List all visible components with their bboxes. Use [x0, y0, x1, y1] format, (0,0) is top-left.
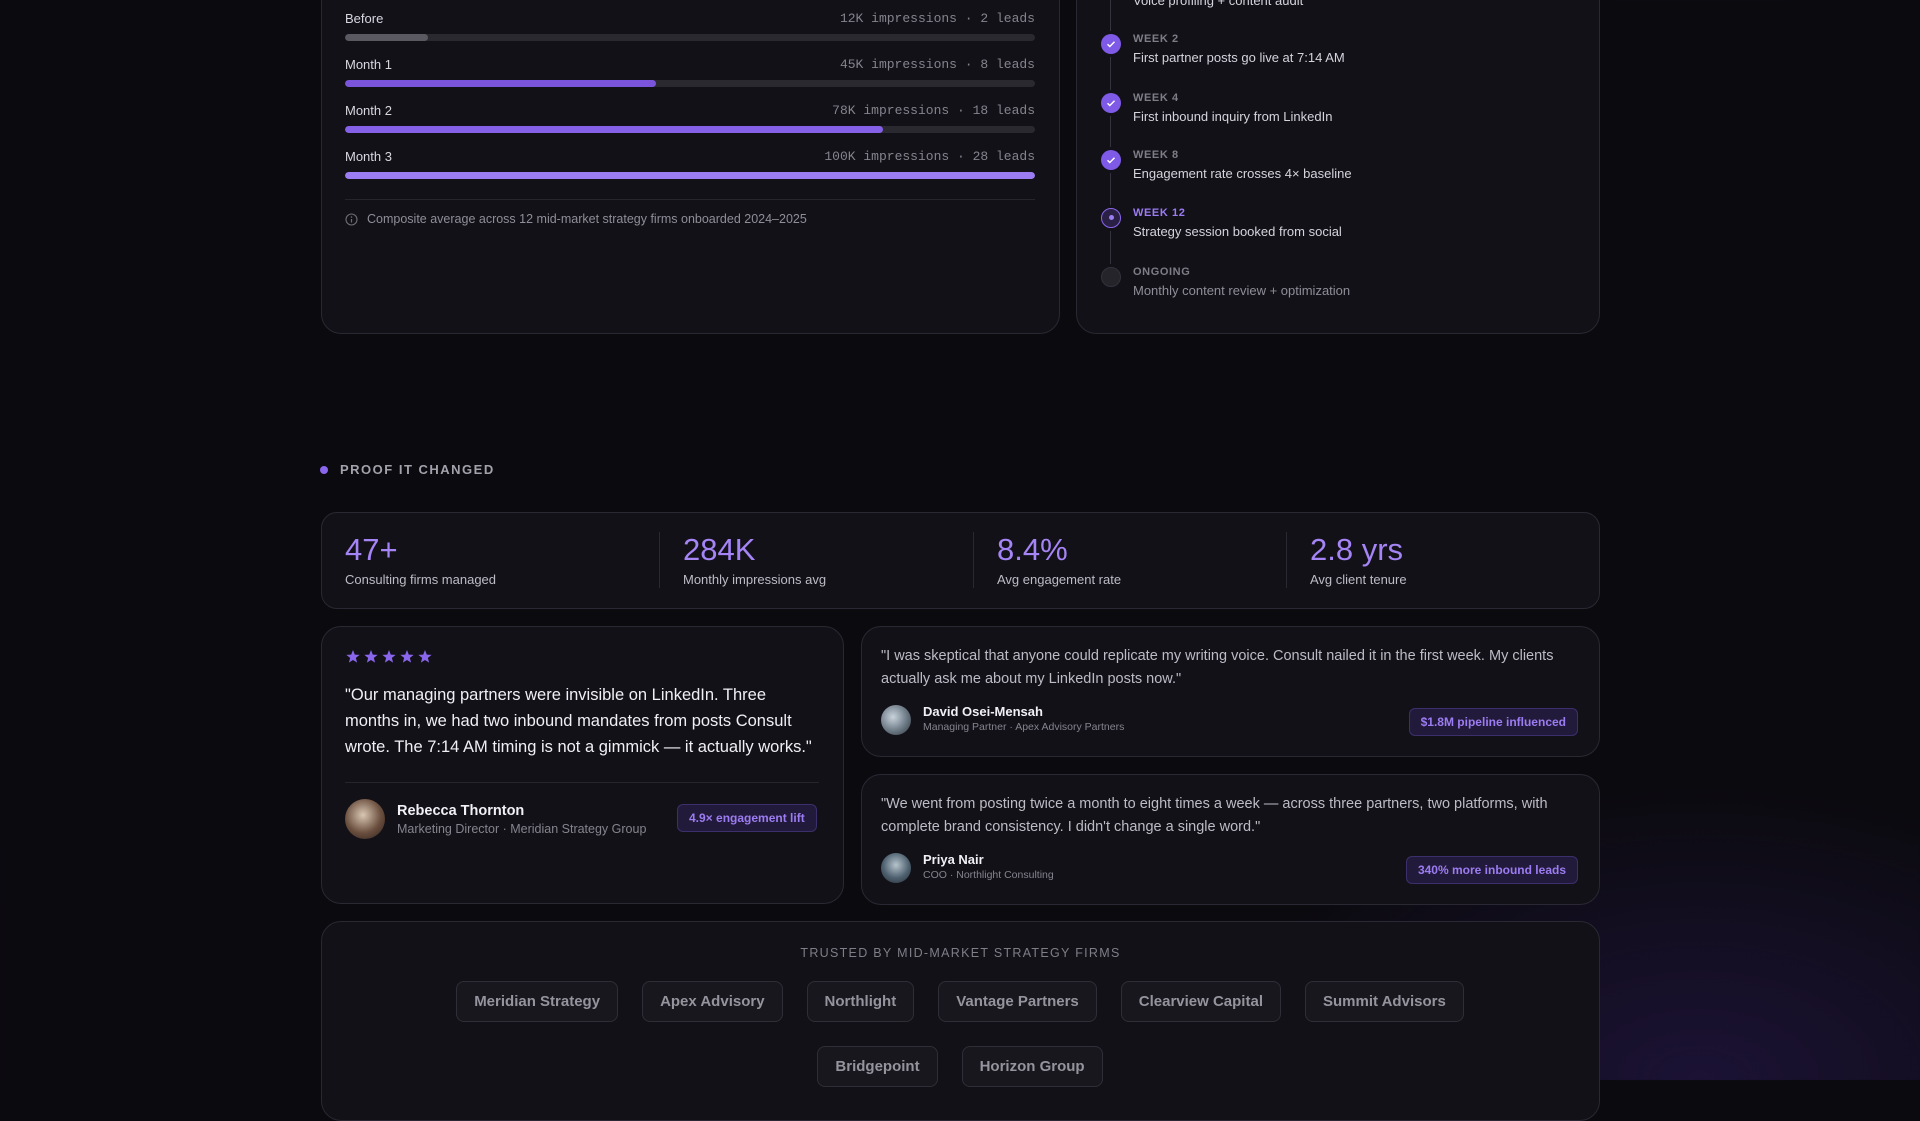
growth-note: Composite average across 12 mid-market s… — [367, 212, 807, 226]
stat-divider — [659, 532, 660, 588]
testimonial-quote: "I was skeptical that anyone could repli… — [881, 648, 1554, 687]
firm-pill: Northlight — [806, 981, 915, 1022]
star — [346, 650, 360, 663]
step-marker — [1101, 267, 1121, 287]
row-label: Month 2 — [345, 103, 392, 118]
step-text: Strategy session booked from social — [1133, 224, 1342, 239]
stat-value: 284K — [683, 532, 756, 567]
step-week: WEEK 12 — [1133, 207, 1186, 219]
firm-pill: Summit Advisors — [1304, 981, 1464, 1022]
testimonial-name: Priya Nair — [923, 852, 984, 867]
step-marker — [1101, 34, 1121, 54]
bar-track — [345, 80, 1035, 87]
avatar — [881, 853, 911, 883]
testimonial-quote: "We went from posting twice a month to e… — [881, 796, 1548, 835]
row-stats: 100K impressions · 28 leads — [824, 149, 1035, 164]
featured-card — [321, 626, 844, 904]
step-text: Monthly content review + optimization — [1133, 283, 1351, 298]
firm-pill: Apex Advisory — [642, 981, 783, 1022]
step-marker — [1101, 208, 1121, 228]
check-icon — [1107, 100, 1116, 107]
row-label: Before — [345, 11, 384, 26]
trusted-title: TRUSTED BY MID-MARKET STRATEGY FIRMS — [800, 946, 1121, 960]
featured-badge: 4.9× engagement lift — [677, 804, 817, 832]
featured-quote: "Our managing partners were invisible on… — [345, 686, 812, 756]
info-icon — [345, 213, 358, 226]
step-week: WEEK 4 — [1133, 92, 1179, 104]
stat-label: Avg engagement rate — [997, 572, 1122, 587]
connector — [1110, 173, 1111, 205]
row-label: Month 1 — [345, 57, 392, 72]
connector — [1110, 0, 1111, 31]
bar-track — [345, 34, 1035, 41]
star — [382, 650, 396, 663]
star — [418, 650, 432, 663]
divider — [345, 199, 1035, 200]
bar — [345, 172, 1035, 179]
check-icon — [1107, 157, 1116, 164]
section-eyebrow: PROOF IT CHANGED — [340, 462, 495, 477]
testimonial-badge: $1.8M pipeline influenced — [1408, 708, 1578, 736]
avatar — [881, 705, 911, 735]
stars — [346, 650, 432, 663]
firm-pill: Horizon Group — [961, 1046, 1103, 1087]
row-stats: 78K impressions · 18 leads — [832, 103, 1035, 118]
row-label: Month 3 — [345, 149, 392, 164]
bar-track — [345, 172, 1035, 179]
bar — [345, 34, 428, 41]
step-text: Engagement rate crosses 4× baseline — [1133, 166, 1352, 181]
check-icon — [1107, 41, 1116, 48]
stat-label: Consulting firms managed — [345, 572, 497, 587]
star — [400, 650, 414, 663]
step-week: WEEK 8 — [1133, 149, 1179, 161]
step-text: Voice profiling + content audit — [1133, 0, 1304, 8]
connector — [1110, 116, 1111, 147]
timeline-card — [1076, 0, 1600, 334]
row-stats: 12K impressions · 2 leads — [839, 11, 1035, 26]
firm-pill: Bridgepoint — [817, 1046, 938, 1087]
firm-list: Meridian Strategy Apex Advisory Northlight… — [400, 981, 1520, 1087]
bar — [345, 126, 884, 133]
stat-value: 2.8 yrs — [1310, 532, 1404, 567]
divider — [345, 782, 819, 783]
stat-label: Monthly impressions avg — [683, 572, 827, 587]
avatar — [345, 799, 385, 839]
step-marker — [1101, 93, 1121, 113]
testimonial-role: Managing Partner · Apex Advisory Partner… — [923, 721, 1125, 733]
star — [364, 650, 378, 663]
testimonial-badge: 340% more inbound leads — [1405, 856, 1578, 884]
testimonial-role: COO · Northlight Consulting — [923, 869, 1054, 881]
stat-value: 8.4% — [997, 532, 1068, 567]
step-week: ONGOING — [1133, 266, 1191, 278]
step-marker — [1101, 150, 1121, 170]
firm-pill: Vantage Partners — [938, 981, 1097, 1022]
row-stats: 45K impressions · 8 leads — [839, 57, 1035, 72]
step-text: First partner posts go live at 7:14 AM — [1133, 50, 1345, 65]
eyebrow-dot — [320, 466, 328, 474]
featured-name: Rebecca Thornton — [397, 803, 525, 819]
firm-pill: Meridian Strategy — [456, 981, 619, 1022]
stat-value: 47+ — [345, 532, 398, 567]
stat-label: Avg client tenure — [1310, 572, 1407, 587]
step-week: WEEK 2 — [1133, 33, 1179, 45]
bar-track — [345, 126, 1035, 133]
connector — [1110, 231, 1111, 264]
growth-card — [321, 0, 1060, 334]
connector — [1110, 57, 1111, 90]
stat-divider — [973, 532, 974, 588]
step-text: First inbound inquiry from LinkedIn — [1133, 109, 1333, 124]
stat-divider — [1286, 532, 1287, 588]
stats-card — [321, 512, 1600, 609]
testimonial-name: David Osei-Mensah — [923, 704, 1043, 719]
current-dot — [1108, 215, 1114, 220]
featured-role: Marketing Director · Meridian Strategy G… — [397, 822, 647, 836]
firm-pill: Clearview Capital — [1120, 981, 1281, 1022]
bar — [345, 80, 656, 87]
